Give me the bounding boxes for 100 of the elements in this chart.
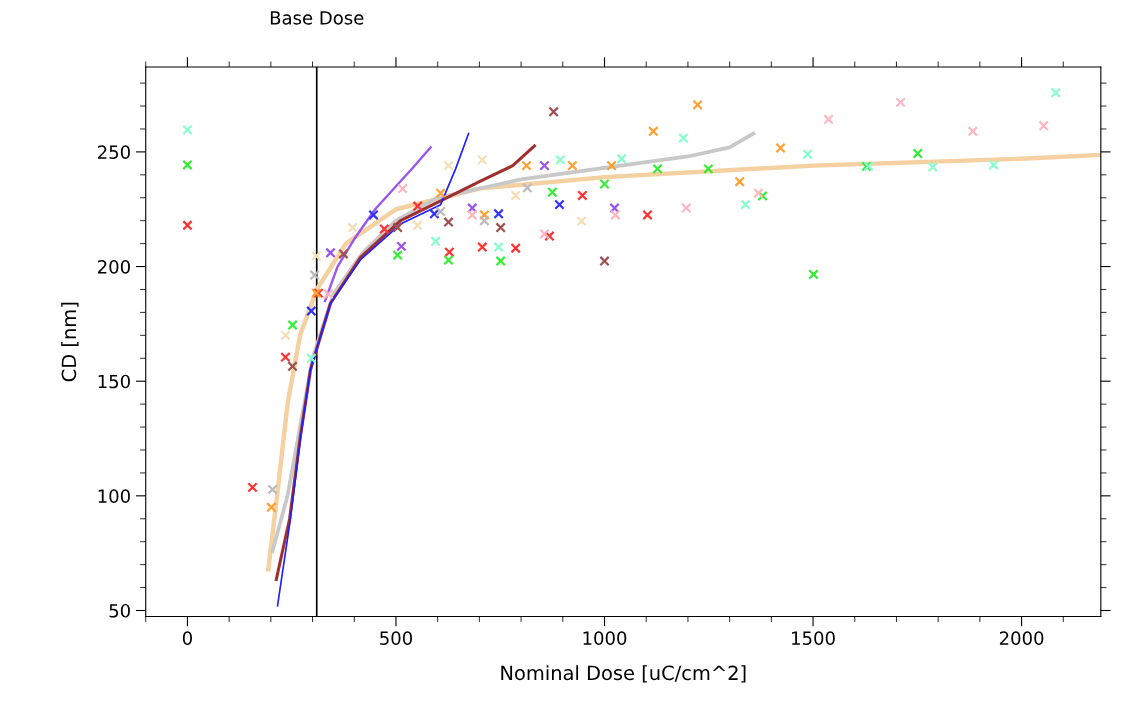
point	[182, 159, 193, 171]
point	[521, 160, 532, 171]
point	[287, 361, 298, 372]
point	[734, 176, 745, 187]
point	[577, 190, 588, 201]
x-tick-label: 1000	[583, 631, 627, 646]
point	[368, 209, 379, 221]
point	[493, 241, 504, 253]
point	[555, 154, 566, 166]
point	[775, 142, 786, 154]
point	[379, 223, 390, 235]
point	[338, 248, 349, 260]
point	[443, 254, 454, 266]
point	[397, 183, 408, 194]
point	[1038, 120, 1049, 132]
point	[912, 148, 923, 159]
x-axis-title: Nominal Dose [uC/cm^2]	[501, 665, 746, 683]
point	[680, 202, 692, 214]
point	[539, 228, 550, 240]
point	[412, 219, 423, 231]
point	[479, 209, 490, 221]
point	[443, 160, 454, 171]
point	[703, 163, 714, 175]
point	[692, 99, 703, 111]
y-tick-label: 150	[98, 374, 130, 389]
point	[609, 202, 620, 214]
ref-line-label: Base Dose	[270, 11, 364, 25]
point	[554, 199, 565, 210]
point	[757, 190, 768, 202]
point	[435, 187, 446, 199]
point	[247, 482, 258, 493]
point	[265, 502, 277, 513]
line-series	[276, 132, 470, 607]
y-tick-label: 250	[98, 145, 130, 160]
point	[678, 132, 689, 144]
point	[477, 241, 488, 253]
point	[495, 255, 506, 267]
point	[610, 209, 621, 221]
point	[544, 230, 555, 242]
point	[567, 160, 578, 171]
point	[311, 250, 322, 262]
point	[823, 114, 834, 125]
point	[927, 161, 939, 173]
y-tick-label: 200	[98, 260, 130, 274]
point	[309, 269, 320, 281]
point	[435, 206, 446, 217]
point	[988, 159, 999, 171]
point	[182, 219, 193, 231]
point	[648, 125, 659, 137]
point	[599, 178, 610, 190]
point	[477, 154, 488, 166]
point	[280, 330, 291, 341]
point	[967, 125, 979, 137]
point	[267, 484, 278, 495]
point	[306, 352, 317, 364]
line-series	[323, 146, 432, 303]
point	[740, 199, 751, 210]
point	[802, 148, 813, 160]
point	[753, 187, 764, 199]
x-tick-label: 0	[182, 631, 192, 646]
point	[576, 215, 587, 227]
point	[444, 246, 455, 258]
point	[429, 208, 440, 220]
point	[808, 269, 819, 280]
point	[280, 351, 291, 363]
point	[895, 97, 906, 108]
point	[392, 249, 403, 261]
point	[182, 124, 193, 136]
point	[510, 242, 521, 254]
point	[412, 200, 423, 212]
point	[510, 190, 521, 201]
y-axis-title: CD [nm]	[61, 302, 79, 382]
point	[467, 202, 478, 214]
point	[616, 153, 627, 165]
point	[396, 241, 407, 252]
point	[495, 222, 506, 233]
point	[548, 106, 559, 118]
point	[443, 216, 454, 228]
y-tick-label: 50	[109, 603, 130, 618]
point	[493, 208, 504, 220]
point	[539, 160, 550, 171]
point	[1050, 87, 1062, 99]
point	[467, 209, 478, 221]
point	[392, 222, 403, 233]
x-tick-label: 2000	[999, 631, 1044, 646]
point	[652, 163, 663, 175]
point	[325, 247, 336, 259]
y-tick-label: 100	[98, 489, 130, 503]
point	[606, 160, 617, 171]
point	[306, 305, 317, 317]
x-tick-label: 1500	[792, 631, 835, 646]
point	[430, 236, 441, 247]
point	[522, 182, 533, 194]
point	[642, 209, 653, 221]
point	[323, 288, 334, 300]
point	[599, 255, 610, 267]
point	[547, 186, 558, 198]
point	[347, 222, 358, 233]
x-tick-label: 500	[380, 631, 412, 646]
point	[479, 215, 490, 226]
